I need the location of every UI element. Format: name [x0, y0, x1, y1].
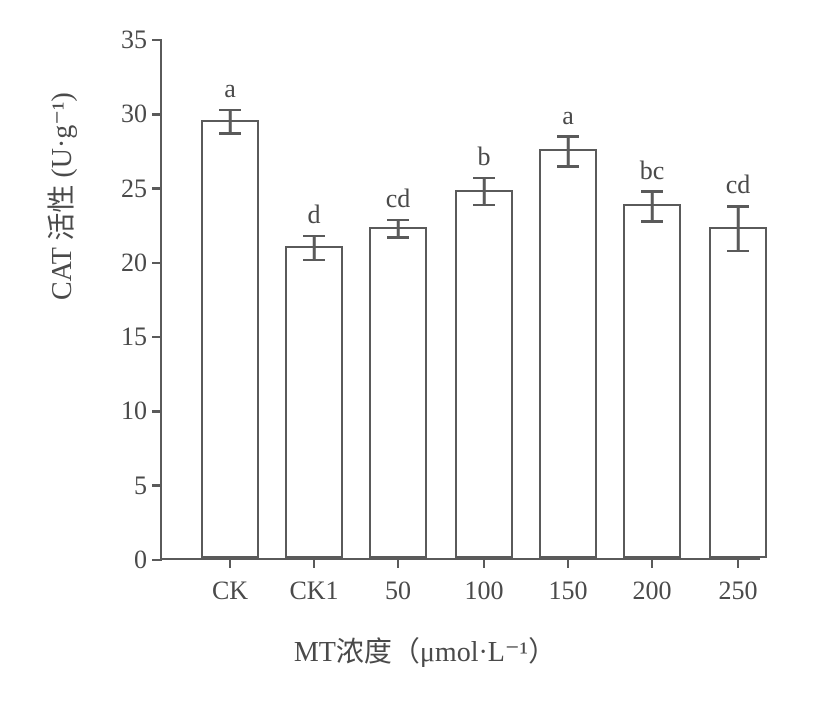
error-cap-top — [557, 135, 579, 138]
significance-label: cd — [386, 184, 411, 214]
y-tick-label: 30 — [121, 99, 147, 129]
bar — [539, 149, 597, 558]
error-bar — [229, 110, 232, 134]
significance-label: a — [224, 74, 236, 104]
x-tick — [567, 558, 570, 568]
bar — [709, 227, 767, 558]
error-cap-top — [219, 109, 241, 112]
y-tick — [152, 559, 162, 562]
error-cap-top — [303, 235, 325, 238]
x-tick — [483, 558, 486, 568]
x-tick-label: CK — [212, 576, 248, 606]
error-cap-bottom — [219, 132, 241, 135]
x-tick — [229, 558, 232, 568]
y-tick-label: 25 — [121, 174, 147, 204]
y-tick — [152, 484, 162, 487]
error-cap-bottom — [641, 220, 663, 223]
y-tick — [152, 336, 162, 339]
significance-label: cd — [726, 170, 751, 200]
error-bar — [483, 178, 486, 205]
x-tick-label: 100 — [465, 576, 504, 606]
x-tick — [737, 558, 740, 568]
significance-label: d — [308, 200, 321, 230]
x-tick-label: 50 — [385, 576, 411, 606]
x-tick-label: CK1 — [289, 576, 338, 606]
error-cap-top — [387, 219, 409, 222]
y-tick-label: 20 — [121, 248, 147, 278]
x-tick — [313, 558, 316, 568]
y-tick-label: 10 — [121, 396, 147, 426]
y-tick-label: 0 — [134, 545, 147, 575]
y-tick — [152, 113, 162, 116]
bar — [455, 190, 513, 558]
plot-area: 05101520253035aCKdCK1cd50b100a150bc200cd… — [160, 40, 760, 560]
error-bar — [313, 236, 316, 260]
error-bar — [737, 206, 740, 251]
bar — [285, 246, 343, 558]
x-tick-label: 200 — [633, 576, 672, 606]
x-axis-title: MT浓度（μmol·L⁻¹） — [294, 630, 556, 670]
error-cap-top — [727, 205, 749, 208]
significance-label: b — [478, 142, 491, 172]
error-cap-top — [641, 190, 663, 193]
y-axis-title: CAT 活性 (U·g⁻¹) — [40, 92, 80, 300]
error-cap-bottom — [727, 250, 749, 253]
error-bar — [397, 220, 400, 238]
y-tick — [152, 262, 162, 265]
x-tick — [397, 558, 400, 568]
error-cap-bottom — [473, 204, 495, 207]
y-tick — [152, 187, 162, 190]
y-tick-label: 5 — [134, 471, 147, 501]
y-tick-label: 15 — [121, 322, 147, 352]
chart-container: CAT 活性 (U·g⁻¹) 05101520253035aCKdCK1cd50… — [50, 20, 800, 680]
error-bar — [567, 137, 570, 167]
y-tick — [152, 39, 162, 42]
error-cap-bottom — [557, 165, 579, 168]
y-tick-label: 35 — [121, 25, 147, 55]
x-tick-label: 150 — [549, 576, 588, 606]
error-cap-bottom — [387, 236, 409, 239]
significance-label: a — [562, 101, 574, 131]
error-cap-bottom — [303, 259, 325, 262]
error-bar — [651, 192, 654, 222]
y-tick — [152, 410, 162, 413]
significance-label: bc — [640, 156, 665, 186]
bar — [369, 227, 427, 558]
bar — [623, 204, 681, 558]
error-cap-top — [473, 177, 495, 180]
bar — [201, 120, 259, 558]
x-tick — [651, 558, 654, 568]
x-tick-label: 250 — [719, 576, 758, 606]
